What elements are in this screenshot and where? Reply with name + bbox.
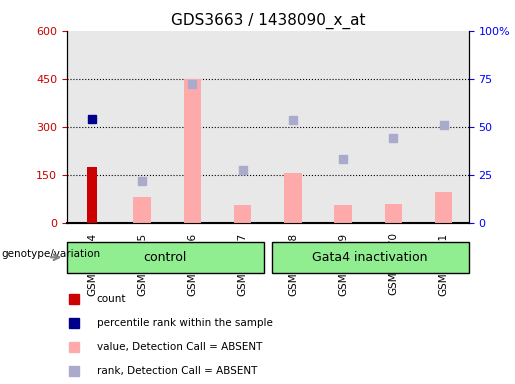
Title: GDS3663 / 1438090_x_at: GDS3663 / 1438090_x_at xyxy=(170,13,365,29)
Text: value, Detection Call = ABSENT: value, Detection Call = ABSENT xyxy=(97,342,262,352)
Bar xyxy=(167,31,217,223)
Text: Gata4 inactivation: Gata4 inactivation xyxy=(313,251,428,264)
Bar xyxy=(334,205,352,223)
Bar xyxy=(117,31,167,223)
Bar xyxy=(284,173,302,223)
Bar xyxy=(318,31,368,223)
Bar xyxy=(67,31,117,223)
Bar xyxy=(87,167,97,223)
Text: percentile rank within the sample: percentile rank within the sample xyxy=(97,318,273,328)
Bar xyxy=(67,242,264,273)
Bar xyxy=(368,31,418,223)
Bar xyxy=(218,31,268,223)
Bar xyxy=(385,204,402,223)
Text: count: count xyxy=(97,294,126,304)
Bar xyxy=(184,79,201,223)
Bar xyxy=(435,192,452,223)
Text: genotype/variation: genotype/variation xyxy=(2,249,100,259)
Bar xyxy=(272,242,469,273)
Bar xyxy=(418,31,469,223)
Text: rank, Detection Call = ABSENT: rank, Detection Call = ABSENT xyxy=(97,366,257,376)
Bar xyxy=(268,31,318,223)
Bar xyxy=(133,197,151,223)
Text: control: control xyxy=(144,251,187,264)
Bar xyxy=(234,205,251,223)
